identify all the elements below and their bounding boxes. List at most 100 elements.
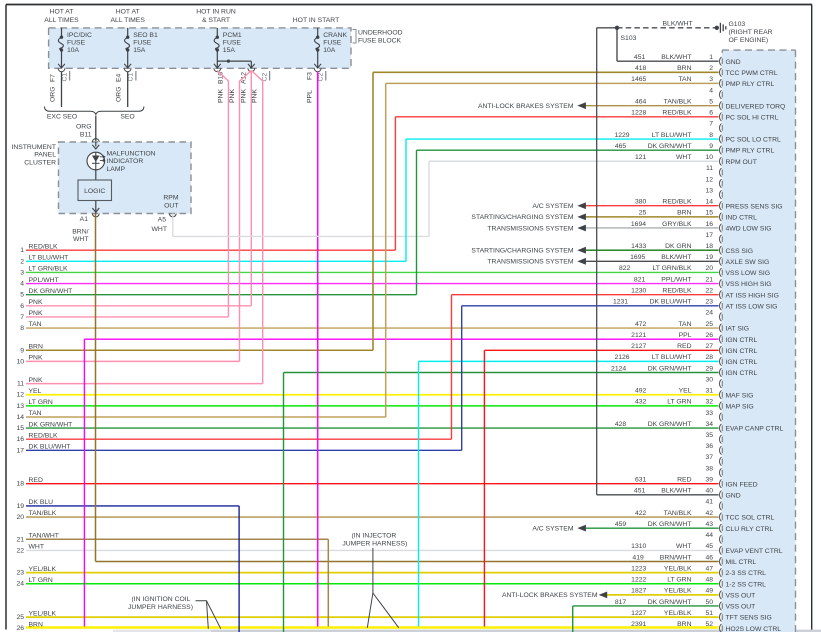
- svg-text:21: 21: [705, 276, 713, 283]
- svg-text:8: 8: [709, 132, 713, 139]
- svg-text:19: 19: [16, 503, 24, 510]
- svg-text:CSS SIG: CSS SIG: [726, 248, 754, 255]
- svg-text:50: 50: [705, 599, 713, 606]
- svg-text:DK GRN/WHT: DK GRN/WHT: [648, 521, 692, 528]
- svg-text:30: 30: [705, 376, 713, 383]
- svg-text:459: 459: [615, 521, 627, 528]
- svg-text:8: 8: [20, 325, 24, 332]
- svg-text:VSS LOW SIG: VSS LOW SIG: [726, 270, 771, 277]
- svg-text:CLUSTER: CLUSTER: [24, 159, 56, 166]
- svg-text:33: 33: [705, 410, 713, 417]
- svg-text:& START: & START: [202, 17, 230, 24]
- svg-text:PNK: PNK: [29, 355, 43, 362]
- svg-text:ALL TIMES: ALL TIMES: [111, 17, 146, 24]
- svg-text:17: 17: [16, 447, 24, 454]
- svg-text:IGN CTRL: IGN CTRL: [726, 370, 758, 377]
- svg-text:DK GRN/WHT: DK GRN/WHT: [29, 421, 73, 428]
- svg-text:9: 9: [709, 143, 713, 150]
- svg-text:F3: F3: [307, 72, 314, 80]
- svg-text:14: 14: [16, 414, 24, 421]
- svg-text:INDICATOR: INDICATOR: [107, 158, 144, 165]
- svg-text:3: 3: [709, 76, 713, 83]
- svg-text:DK GRN/WHT: DK GRN/WHT: [29, 288, 73, 295]
- svg-text:10: 10: [705, 154, 713, 161]
- svg-text:46: 46: [705, 554, 713, 561]
- svg-text:JUMPER HARNESS): JUMPER HARNESS): [128, 604, 193, 611]
- svg-text:1-2 SS CTRL: 1-2 SS CTRL: [726, 581, 767, 588]
- svg-text:23: 23: [705, 299, 713, 306]
- svg-text:B10: B10: [218, 72, 225, 84]
- svg-text:817: 817: [615, 599, 627, 606]
- svg-text:BRN: BRN: [29, 621, 43, 628]
- svg-text:27: 27: [705, 343, 713, 350]
- svg-text:VSS HIGH SIG: VSS HIGH SIG: [726, 281, 772, 288]
- svg-text:12: 12: [16, 392, 24, 399]
- svg-text:1228: 1228: [631, 110, 646, 117]
- svg-text:428: 428: [615, 421, 627, 428]
- svg-text:DK BLU/WHT: DK BLU/WHT: [29, 444, 71, 451]
- svg-text:WHT: WHT: [676, 543, 691, 550]
- svg-text:1231: 1231: [613, 299, 628, 306]
- svg-text:24: 24: [705, 310, 713, 317]
- svg-text:821: 821: [634, 276, 646, 283]
- svg-text:IND CTRL: IND CTRL: [726, 214, 758, 221]
- svg-text:2126: 2126: [614, 354, 629, 361]
- svg-text:7: 7: [20, 314, 24, 321]
- svg-text:13: 13: [705, 187, 713, 194]
- svg-text:RED/BLK: RED/BLK: [29, 432, 59, 439]
- svg-text:15A: 15A: [133, 47, 146, 54]
- svg-text:YEL: YEL: [679, 388, 692, 395]
- svg-text:BRN: BRN: [677, 210, 691, 217]
- svg-text:E4: E4: [116, 73, 123, 82]
- svg-text:WHT: WHT: [29, 544, 44, 551]
- svg-text:19: 19: [705, 254, 713, 261]
- svg-text:AT ISS LOW SIG: AT ISS LOW SIG: [726, 303, 778, 310]
- svg-text:451: 451: [634, 488, 646, 495]
- svg-text:DK GRN/WHT: DK GRN/WHT: [648, 599, 692, 606]
- svg-text:TRANSMISSIONS SYSTEM: TRANSMISSIONS SYSTEM: [487, 259, 573, 266]
- svg-text:LOGIC: LOGIC: [84, 188, 105, 195]
- svg-text:10A: 10A: [323, 47, 336, 54]
- svg-text:25: 25: [16, 614, 24, 621]
- svg-text:(IN IGNITION COIL: (IN IGNITION COIL: [132, 596, 191, 603]
- svg-text:PNK: PNK: [29, 299, 43, 306]
- svg-text:2127: 2127: [631, 343, 646, 350]
- svg-text:15: 15: [705, 210, 713, 217]
- svg-text:TAN: TAN: [678, 76, 691, 83]
- svg-text:20: 20: [16, 514, 24, 521]
- svg-text:11: 11: [706, 165, 713, 172]
- svg-text:LT GRN/BLK: LT GRN/BLK: [652, 265, 691, 272]
- svg-text:RED: RED: [677, 343, 691, 350]
- svg-text:380: 380: [635, 199, 647, 206]
- svg-text:RPM: RPM: [163, 194, 178, 201]
- svg-text:HOT IN RUN: HOT IN RUN: [196, 9, 236, 16]
- svg-text:GRY/BLK: GRY/BLK: [662, 221, 692, 228]
- svg-text:492: 492: [635, 388, 647, 395]
- svg-text:WHT: WHT: [676, 154, 691, 161]
- svg-text:TAN/BLK: TAN/BLK: [664, 510, 692, 517]
- svg-text:TAN/BLK: TAN/BLK: [29, 510, 57, 517]
- svg-text:48: 48: [705, 577, 713, 584]
- svg-text:A/C SYSTEM: A/C SYSTEM: [532, 203, 574, 210]
- svg-text:C2: C2: [262, 73, 269, 82]
- svg-text:PNK: PNK: [252, 89, 259, 103]
- svg-text:PNK: PNK: [29, 377, 43, 384]
- svg-text:1827: 1827: [631, 588, 646, 595]
- svg-text:FUSE: FUSE: [133, 39, 152, 46]
- svg-text:418: 418: [635, 65, 647, 72]
- svg-text:TRANSMISSIONS SYSTEM: TRANSMISSIONS SYSTEM: [487, 225, 573, 232]
- svg-text:10: 10: [16, 358, 24, 365]
- svg-text:RED/BLK: RED/BLK: [662, 287, 692, 294]
- svg-text:YEL/BLK: YEL/BLK: [664, 588, 692, 595]
- svg-text:FUSE: FUSE: [223, 39, 242, 46]
- svg-text:822: 822: [619, 265, 631, 272]
- svg-text:LT BLU/WHT: LT BLU/WHT: [29, 255, 69, 262]
- svg-text:17: 17: [705, 232, 713, 239]
- svg-text:BRN: BRN: [29, 343, 43, 350]
- svg-text:JUMPER HARNESS): JUMPER HARNESS): [342, 541, 407, 548]
- svg-text:16: 16: [16, 436, 24, 443]
- svg-text:S103: S103: [621, 35, 637, 42]
- svg-text:472: 472: [635, 321, 647, 328]
- svg-text:AT ISS HIGH SIG: AT ISS HIGH SIG: [726, 292, 779, 299]
- svg-text:GND: GND: [726, 59, 741, 66]
